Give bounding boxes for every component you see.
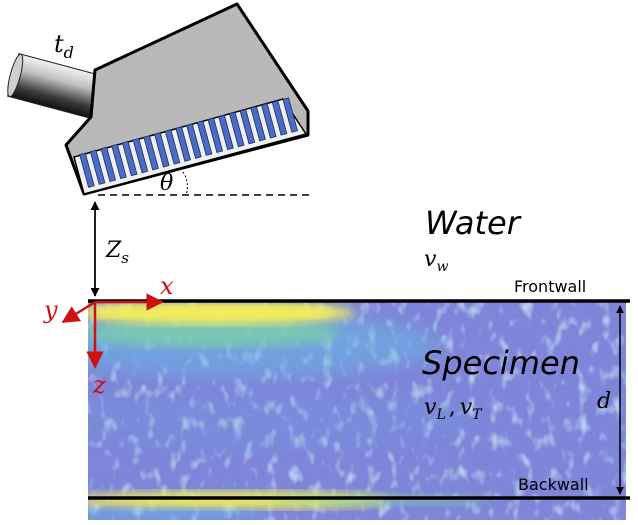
specimen-label: Specimen [422, 344, 580, 382]
coordinate-axes: x y z [43, 272, 174, 399]
array-element [239, 108, 256, 145]
frontwall-echo-core [95, 306, 325, 318]
probe-delay-label: td [54, 30, 74, 62]
array-element [196, 120, 213, 156]
z-axis-label: z [92, 371, 106, 399]
y-axis-arrow [61, 300, 96, 324]
array-element [218, 114, 234, 151]
y-axis-label: y [43, 296, 58, 324]
angle-arc [182, 171, 188, 196]
array-element [111, 143, 127, 180]
array-element [79, 152, 95, 188]
array-element [121, 140, 138, 177]
array-element [175, 126, 191, 162]
water-velocity-label: vw [424, 247, 448, 275]
array-element [250, 106, 266, 142]
probe-array-elements [79, 97, 298, 188]
medium-label: Water [425, 204, 522, 242]
backwall-lower-glow [88, 508, 270, 520]
mid-noise-band [88, 390, 480, 450]
backwall-echo-tail [270, 494, 490, 506]
array-element [89, 149, 106, 185]
specimen-scan-image [88, 302, 626, 520]
array-element [261, 103, 277, 139]
backwall-label: Backwall [518, 475, 589, 494]
array-element [207, 117, 224, 154]
array-element [100, 146, 117, 183]
array-element [271, 100, 288, 136]
array-element [282, 97, 298, 133]
angle-label: θ [160, 171, 173, 196]
thickness-label: d [597, 389, 611, 414]
array-element [228, 111, 245, 148]
array-element [164, 129, 181, 165]
specimen-velocity-label: vL, vT [424, 395, 483, 423]
array-element [143, 135, 159, 171]
standoff-label: Zs [105, 238, 129, 267]
frontwall-label: Frontwall [514, 277, 586, 296]
array-element [154, 132, 170, 168]
subsurface-green-band [88, 319, 340, 347]
x-axis-label: x [160, 272, 174, 300]
array-element [186, 123, 202, 159]
array-element [132, 137, 149, 174]
